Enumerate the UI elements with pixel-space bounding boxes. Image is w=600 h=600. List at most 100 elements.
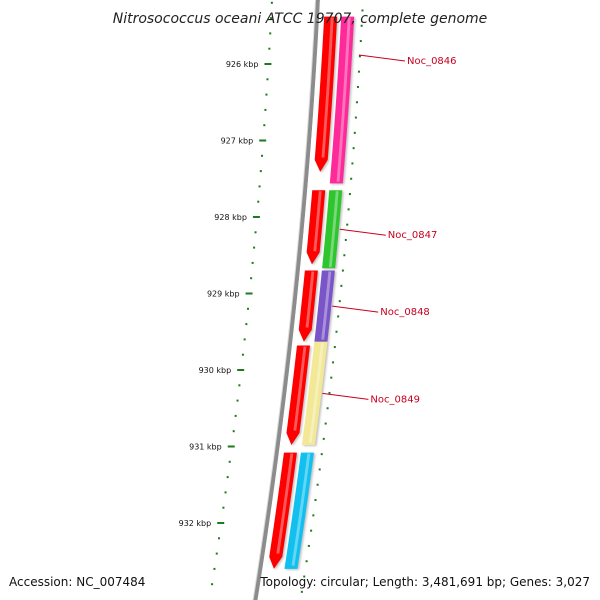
gene-feature [284, 452, 314, 569]
inner-dot [358, 55, 361, 58]
inner-dot [343, 254, 346, 257]
inner-dot [346, 223, 349, 226]
backbone-highlight [257, 0, 322, 600]
tick-label: 932 kbp [179, 519, 212, 528]
inner-dot [344, 238, 347, 241]
inner-dot [326, 407, 329, 410]
scale-dot [269, 32, 272, 35]
inner-dot [318, 468, 321, 471]
inner-dot [310, 529, 313, 532]
scale-tick [264, 63, 272, 65]
scale-dot [224, 491, 227, 494]
gene-feature-highlight [321, 271, 332, 340]
inner-dot [357, 70, 360, 73]
gene-label: Noc_0846 [407, 56, 457, 67]
gene-feature [329, 16, 355, 184]
gene-feature [301, 341, 328, 445]
gene-label: Noc_0849 [370, 394, 420, 405]
scale-dot [270, 17, 273, 20]
scale-dot [245, 323, 248, 326]
scale-tick [227, 445, 235, 448]
tick-label: 929 kbp [207, 290, 240, 299]
scale-dot [254, 231, 257, 234]
accession-label: Accession: NC_007484 [9, 575, 145, 589]
scale-dot [218, 537, 221, 540]
inner-dot [312, 514, 315, 517]
scale-dot [257, 200, 260, 203]
map-title: Nitrosococcus oceani ATCC 19707, complet… [113, 11, 488, 27]
scale-dot [261, 154, 264, 157]
cds-feature-highlight [313, 191, 322, 252]
inner-dot [332, 361, 335, 364]
cds-feature [269, 452, 297, 569]
scale-dot [243, 338, 246, 341]
inner-dot [352, 147, 355, 150]
gene-track [284, 16, 356, 570]
inner-dot [316, 483, 319, 486]
scale-dot [241, 353, 244, 356]
cds-feature [314, 16, 338, 172]
inner-dot [355, 101, 358, 104]
inner-dot [322, 437, 325, 440]
inner-dot [307, 544, 310, 547]
inner-dot [335, 330, 338, 333]
cds-feature [306, 190, 326, 265]
inner-dot [340, 284, 343, 287]
scale-dot [213, 567, 216, 570]
inner-dot [351, 162, 354, 165]
scale-dot [228, 460, 231, 463]
inner-dot [354, 116, 357, 119]
gene-feature [314, 270, 335, 342]
scale-dot [215, 552, 218, 555]
inner-dot [356, 85, 359, 88]
gene-label-line [358, 54, 406, 62]
tick-label: 927 kbp [221, 137, 254, 146]
scale-dot [265, 93, 268, 96]
scale-tick [252, 216, 260, 218]
gene-label: Noc_0848 [380, 307, 430, 318]
gene-label-line [322, 392, 369, 400]
scale-dot [211, 583, 214, 586]
inner-dot [320, 453, 323, 456]
gene-feature-highlight [328, 191, 339, 268]
inner-dot [359, 40, 362, 43]
scale-tick [217, 522, 225, 524]
cds-feature-highlight [321, 17, 334, 158]
cds-feature-highlight [276, 453, 294, 554]
inner-dot [333, 346, 336, 349]
scale-dot [270, 1, 273, 4]
cds-track [269, 16, 339, 570]
scale-dot [266, 78, 269, 81]
inner-dot [324, 422, 327, 425]
cds-feature [298, 270, 318, 342]
inner-dot [328, 391, 331, 394]
inner-dot [338, 300, 341, 303]
inner-dot [361, 9, 364, 12]
gene-labels: Noc_0846 Noc_0847 Noc_0848 Noc_0849 [322, 54, 457, 405]
gene-feature [322, 190, 343, 269]
tick-label: 930 kbp [199, 366, 232, 375]
cds-feature [286, 345, 310, 445]
inner-dot [300, 590, 303, 593]
scale-dot [236, 399, 239, 402]
inner-dot [347, 208, 350, 211]
gene-label-line [339, 228, 386, 236]
scale-dot [258, 185, 261, 188]
inner-dot [350, 177, 353, 180]
gene-label: Noc_0847 [388, 230, 438, 241]
scale-dot [226, 476, 229, 479]
scale-dot [246, 307, 249, 310]
gene-feature-highlight [291, 453, 311, 566]
tick-label: 928 kbp [214, 213, 247, 222]
inner-dot [348, 193, 351, 196]
gene-feature-highlight [336, 17, 351, 182]
genome-backbone [252, 0, 322, 600]
scale-dot [250, 277, 253, 280]
inner-dot [314, 499, 317, 502]
scale-ticks: 926 kbp 927 kbp 928 kbp 929 kbp 930 kbp 931 k… [179, 60, 272, 528]
scale-dot [251, 261, 254, 264]
scale-dot [259, 170, 262, 173]
tick-label: 931 kbp [189, 443, 222, 452]
inner-dot [337, 315, 340, 318]
